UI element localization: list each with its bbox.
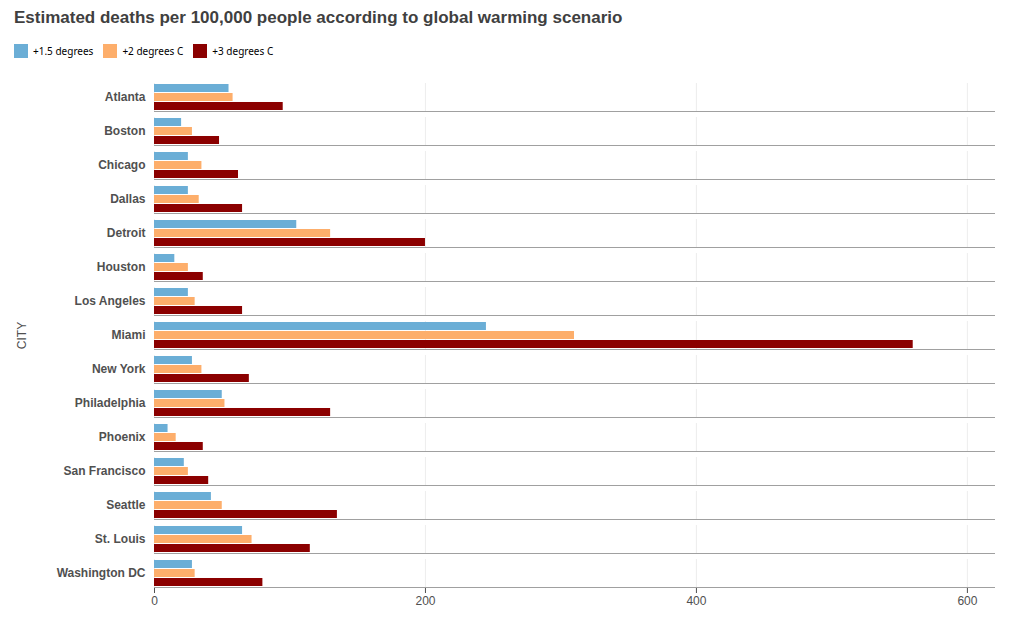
svg-text:CITY: CITY bbox=[15, 322, 29, 349]
svg-text:Los Angeles: Los Angeles bbox=[75, 294, 146, 308]
svg-text:Boston: Boston bbox=[104, 124, 145, 138]
svg-text:San Francisco: San Francisco bbox=[63, 464, 145, 478]
html-text:+3 degrees C: +3 degrees C bbox=[212, 43, 274, 58]
svg-text:St. Louis: St. Louis bbox=[95, 532, 146, 546]
svg-text:Atlanta: Atlanta bbox=[105, 90, 146, 104]
html-text:+1.5 degrees: +1.5 degrees bbox=[33, 43, 94, 58]
svg-text:Phoenix: Phoenix bbox=[99, 430, 146, 444]
svg-text:Dallas: Dallas bbox=[110, 192, 146, 206]
html-text:+2 degrees C: +2 degrees C bbox=[122, 43, 184, 58]
svg-text:Chicago: Chicago bbox=[98, 158, 145, 172]
svg-text:New York: New York bbox=[92, 362, 146, 376]
svg-text:200: 200 bbox=[415, 594, 435, 608]
svg-text:600: 600 bbox=[957, 594, 977, 608]
svg-text:Houston: Houston bbox=[97, 260, 146, 274]
svg-text:Seattle: Seattle bbox=[106, 498, 146, 512]
html-text:Estimated deaths per 100,000 p: Estimated deaths per 100,000 people acco… bbox=[14, 8, 623, 27]
svg-text:Detroit: Detroit bbox=[107, 226, 146, 240]
svg-text:Philadelphia: Philadelphia bbox=[75, 396, 146, 410]
svg-text:0: 0 bbox=[151, 594, 158, 608]
svg-text:400: 400 bbox=[686, 594, 706, 608]
svg-text:Washington DC: Washington DC bbox=[57, 566, 146, 580]
svg-text:Miami: Miami bbox=[111, 328, 145, 342]
